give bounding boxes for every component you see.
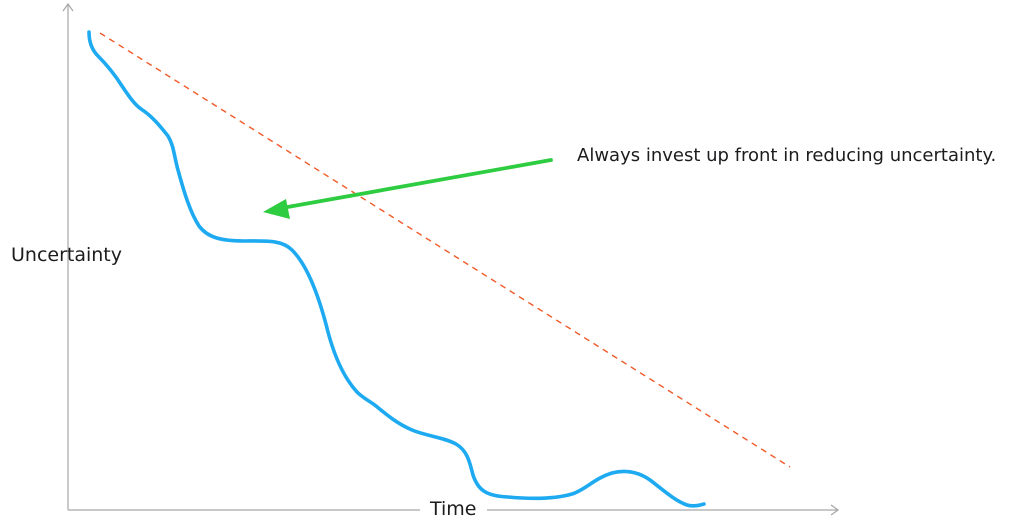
annotation-text: Always invest up front in reducing uncer… <box>577 145 997 166</box>
x-axis-label: Time <box>420 498 487 520</box>
axes <box>62 2 840 516</box>
linear-reduction-dashed-line <box>99 32 791 468</box>
annotation-arrow <box>263 158 553 219</box>
x-axis-arrowhead <box>830 504 840 516</box>
y-axis-arrowhead <box>62 2 74 12</box>
y-axis-label: Uncertainty <box>11 244 123 266</box>
arrow-head-icon <box>263 199 290 219</box>
arrow-shaft <box>280 158 553 210</box>
uncertainty-curve <box>87 30 706 508</box>
